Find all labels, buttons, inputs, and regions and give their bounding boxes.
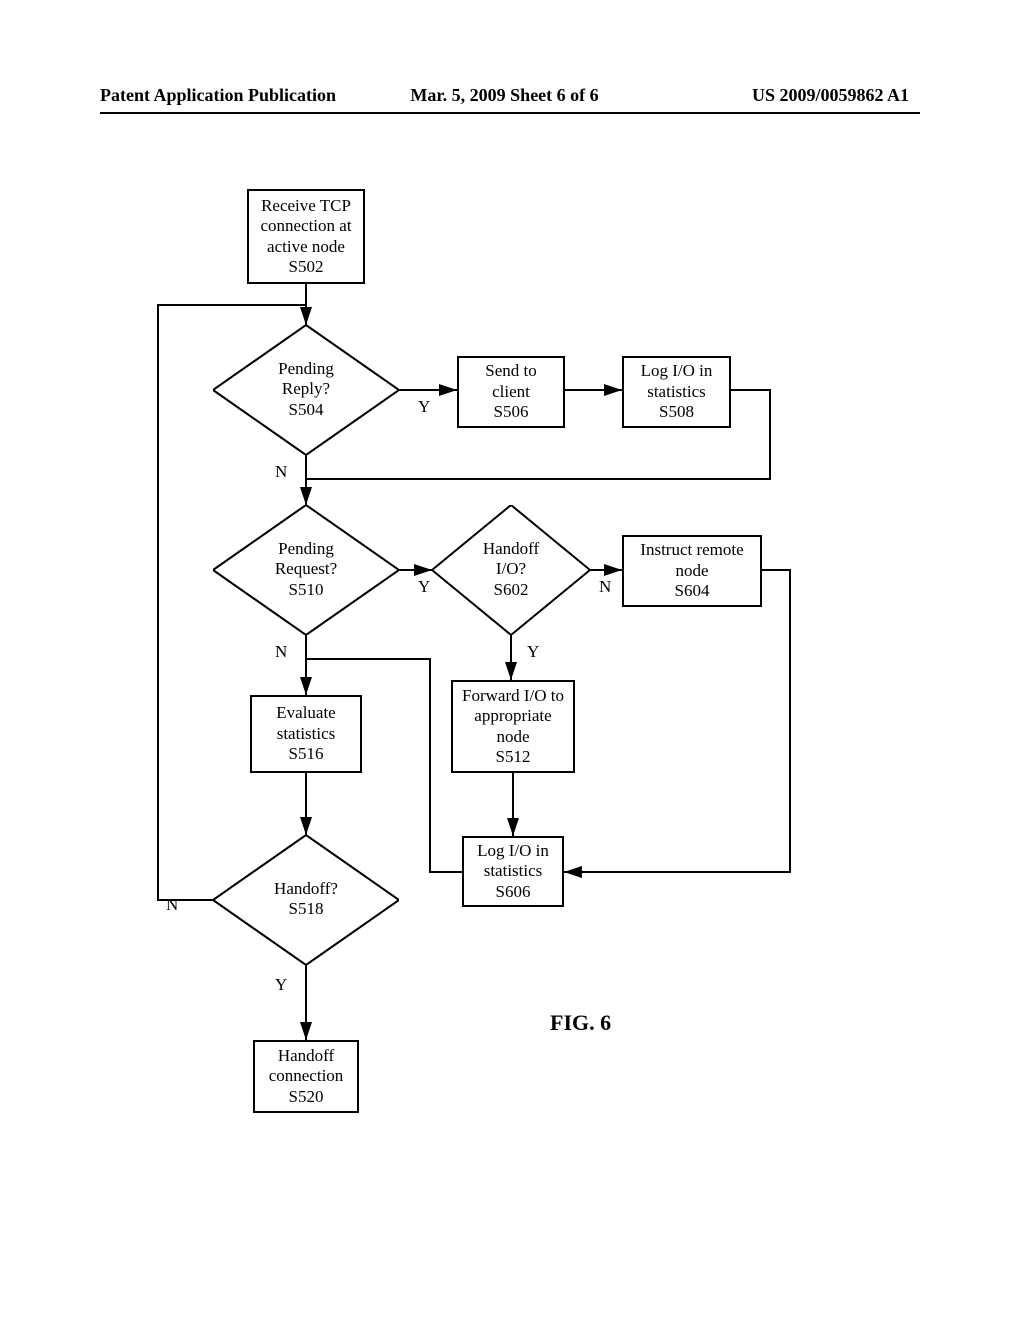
node-s502-l3: active node bbox=[253, 237, 359, 257]
node-s506-l3: S506 bbox=[463, 402, 559, 422]
node-s604-l3: S604 bbox=[628, 581, 756, 601]
node-s602-l2: I/O? bbox=[432, 559, 590, 579]
node-s512-l4: S512 bbox=[457, 747, 569, 767]
node-s510: Pending Request? S510 bbox=[213, 505, 399, 635]
node-s508-l2: statistics bbox=[628, 382, 725, 402]
node-s508-l3: S508 bbox=[628, 402, 725, 422]
node-s502-l1: Receive TCP bbox=[253, 196, 359, 216]
node-s516-l3: S516 bbox=[256, 744, 356, 764]
node-s518: Handoff? S518 bbox=[213, 835, 399, 965]
label-s504-n: N bbox=[275, 462, 287, 482]
node-s602-l3: S602 bbox=[432, 580, 590, 600]
connectors-svg bbox=[0, 0, 1024, 1320]
node-s520: Handoff connection S520 bbox=[253, 1040, 359, 1113]
node-s604-l1: Instruct remote bbox=[628, 540, 756, 560]
node-s502-l4: S502 bbox=[253, 257, 359, 277]
node-s520-l1: Handoff bbox=[259, 1046, 353, 1066]
figure-label: FIG. 6 bbox=[550, 1010, 611, 1036]
node-s508-l1: Log I/O in bbox=[628, 361, 725, 381]
node-s506: Send to client S506 bbox=[457, 356, 565, 428]
label-s602-y: Y bbox=[527, 642, 539, 662]
node-s512-l1: Forward I/O to bbox=[457, 686, 569, 706]
node-s512: Forward I/O to appropriate node S512 bbox=[451, 680, 575, 773]
label-s510-n: N bbox=[275, 642, 287, 662]
node-s518-l2: S518 bbox=[213, 899, 399, 919]
label-s518-n: N bbox=[166, 895, 178, 915]
node-s520-l3: S520 bbox=[259, 1087, 353, 1107]
node-s606-l1: Log I/O in bbox=[468, 841, 558, 861]
flowchart-canvas: Receive TCP connection at active node S5… bbox=[0, 0, 1024, 1320]
node-s506-l1: Send to bbox=[463, 361, 559, 381]
node-s606-l2: statistics bbox=[468, 861, 558, 881]
node-s512-l2: appropriate bbox=[457, 706, 569, 726]
node-s602-l1: Handoff bbox=[432, 539, 590, 559]
node-s606-l3: S606 bbox=[468, 882, 558, 902]
node-s504-l2: Reply? bbox=[213, 379, 399, 399]
label-s602-n: N bbox=[599, 577, 611, 597]
node-s516-l2: statistics bbox=[256, 724, 356, 744]
node-s508: Log I/O in statistics S508 bbox=[622, 356, 731, 428]
node-s510-l1: Pending bbox=[213, 539, 399, 559]
label-s510-y: Y bbox=[418, 577, 430, 597]
node-s520-l2: connection bbox=[259, 1066, 353, 1086]
node-s604: Instruct remote node S604 bbox=[622, 535, 762, 607]
label-s518-y: Y bbox=[275, 975, 287, 995]
node-s606: Log I/O in statistics S606 bbox=[462, 836, 564, 907]
node-s504-l3: S504 bbox=[213, 400, 399, 420]
node-s516: Evaluate statistics S516 bbox=[250, 695, 362, 773]
node-s504: Pending Reply? S504 bbox=[213, 325, 399, 455]
node-s510-l3: S510 bbox=[213, 580, 399, 600]
node-s604-l2: node bbox=[628, 561, 756, 581]
node-s516-l1: Evaluate bbox=[256, 703, 356, 723]
node-s506-l2: client bbox=[463, 382, 559, 402]
node-s502: Receive TCP connection at active node S5… bbox=[247, 189, 365, 284]
node-s504-l1: Pending bbox=[213, 359, 399, 379]
node-s502-l2: connection at bbox=[253, 216, 359, 236]
label-s504-y: Y bbox=[418, 397, 430, 417]
node-s510-l2: Request? bbox=[213, 559, 399, 579]
node-s602: Handoff I/O? S602 bbox=[432, 505, 590, 635]
node-s512-l3: node bbox=[457, 727, 569, 747]
node-s518-l1: Handoff? bbox=[213, 879, 399, 899]
